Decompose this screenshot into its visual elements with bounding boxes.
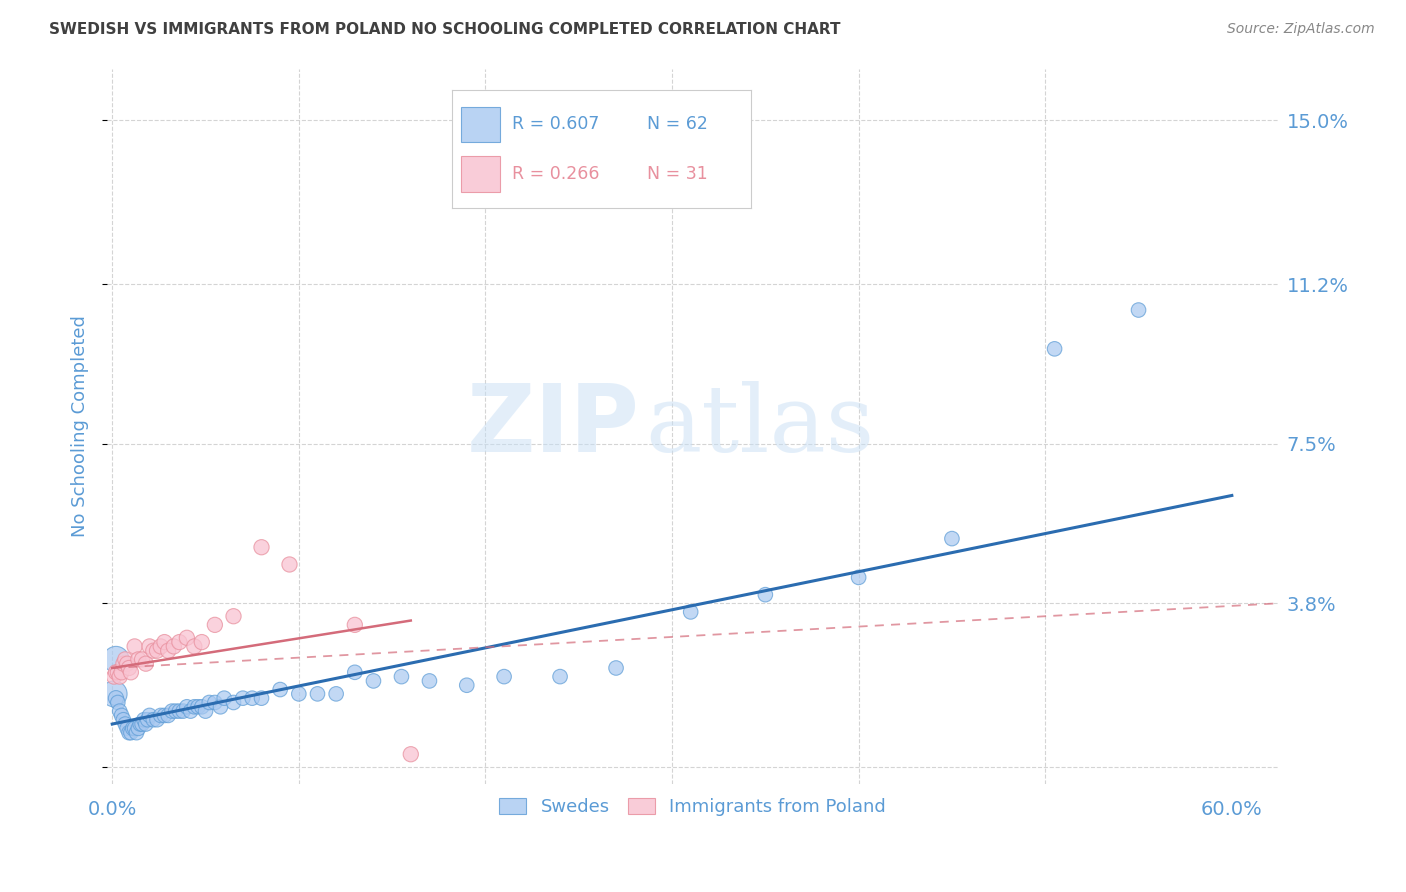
Point	[136, 713, 159, 727]
Point	[183, 640, 205, 654]
Point	[165, 704, 187, 718]
Point	[288, 687, 311, 701]
Point	[278, 558, 301, 572]
Point	[204, 618, 226, 632]
Point	[132, 713, 155, 727]
Point	[118, 661, 141, 675]
Point	[103, 670, 125, 684]
Point	[131, 717, 153, 731]
Point	[172, 704, 194, 718]
Point	[941, 532, 963, 546]
Point	[129, 717, 152, 731]
Point	[110, 665, 132, 680]
Point	[112, 713, 135, 727]
Point	[250, 540, 273, 554]
Text: atlas: atlas	[645, 382, 875, 472]
Point	[307, 687, 329, 701]
Point	[198, 696, 221, 710]
Point	[104, 665, 127, 680]
Point	[112, 657, 135, 671]
Point	[135, 717, 157, 731]
Point	[135, 657, 157, 671]
Point	[191, 699, 214, 714]
Point	[187, 699, 209, 714]
Point	[363, 673, 385, 688]
Point	[114, 717, 136, 731]
Point	[153, 635, 176, 649]
Point	[108, 704, 131, 718]
Legend: Swedes, Immigrants from Poland: Swedes, Immigrants from Poland	[491, 789, 896, 825]
Point	[679, 605, 702, 619]
Point	[325, 687, 347, 701]
Point	[1043, 342, 1066, 356]
Point	[115, 657, 138, 671]
Text: SWEDISH VS IMMIGRANTS FROM POLAND NO SCHOOLING COMPLETED CORRELATION CHART: SWEDISH VS IMMIGRANTS FROM POLAND NO SCH…	[49, 22, 841, 37]
Point	[212, 691, 235, 706]
Point	[115, 722, 138, 736]
Point	[103, 687, 125, 701]
Point	[160, 704, 183, 718]
Point	[209, 699, 232, 714]
Point	[157, 708, 180, 723]
Point	[146, 644, 169, 658]
Point	[142, 644, 165, 658]
Point	[176, 631, 198, 645]
Point	[456, 678, 478, 692]
Point	[176, 699, 198, 714]
Point	[194, 704, 217, 718]
Point	[107, 696, 129, 710]
Point	[1128, 303, 1150, 318]
Point	[605, 661, 627, 675]
Point	[343, 665, 366, 680]
Point	[269, 682, 291, 697]
Point	[153, 708, 176, 723]
Point	[118, 725, 141, 739]
Point	[494, 670, 516, 684]
Point	[169, 635, 191, 649]
Point	[548, 670, 571, 684]
Point	[131, 652, 153, 666]
Point	[127, 722, 149, 736]
Point	[180, 704, 202, 718]
Point	[222, 696, 245, 710]
Point	[146, 713, 169, 727]
Point	[183, 699, 205, 714]
Point	[138, 640, 160, 654]
Point	[232, 691, 254, 706]
Point	[127, 652, 149, 666]
Point	[240, 691, 263, 706]
Point	[142, 713, 165, 727]
Point	[391, 670, 413, 684]
Point	[169, 704, 191, 718]
Point	[149, 640, 172, 654]
Point	[250, 691, 273, 706]
Point	[754, 588, 776, 602]
Point	[121, 722, 143, 736]
Y-axis label: No Schooling Completed: No Schooling Completed	[72, 316, 89, 537]
Point	[149, 708, 172, 723]
Text: ZIP: ZIP	[467, 381, 640, 473]
Point	[222, 609, 245, 624]
Point	[124, 722, 146, 736]
Point	[191, 635, 214, 649]
Point	[120, 725, 142, 739]
Point	[104, 691, 127, 706]
Point	[125, 725, 148, 739]
Point	[107, 665, 129, 680]
Point	[110, 708, 132, 723]
Point	[343, 618, 366, 632]
Point	[157, 644, 180, 658]
Point	[124, 640, 146, 654]
Point	[204, 696, 226, 710]
Point	[138, 708, 160, 723]
Point	[108, 670, 131, 684]
Point	[114, 652, 136, 666]
Text: Source: ZipAtlas.com: Source: ZipAtlas.com	[1227, 22, 1375, 37]
Point	[104, 652, 127, 666]
Point	[848, 570, 870, 584]
Point	[163, 640, 186, 654]
Point	[120, 665, 142, 680]
Point	[418, 673, 440, 688]
Point	[399, 747, 422, 762]
